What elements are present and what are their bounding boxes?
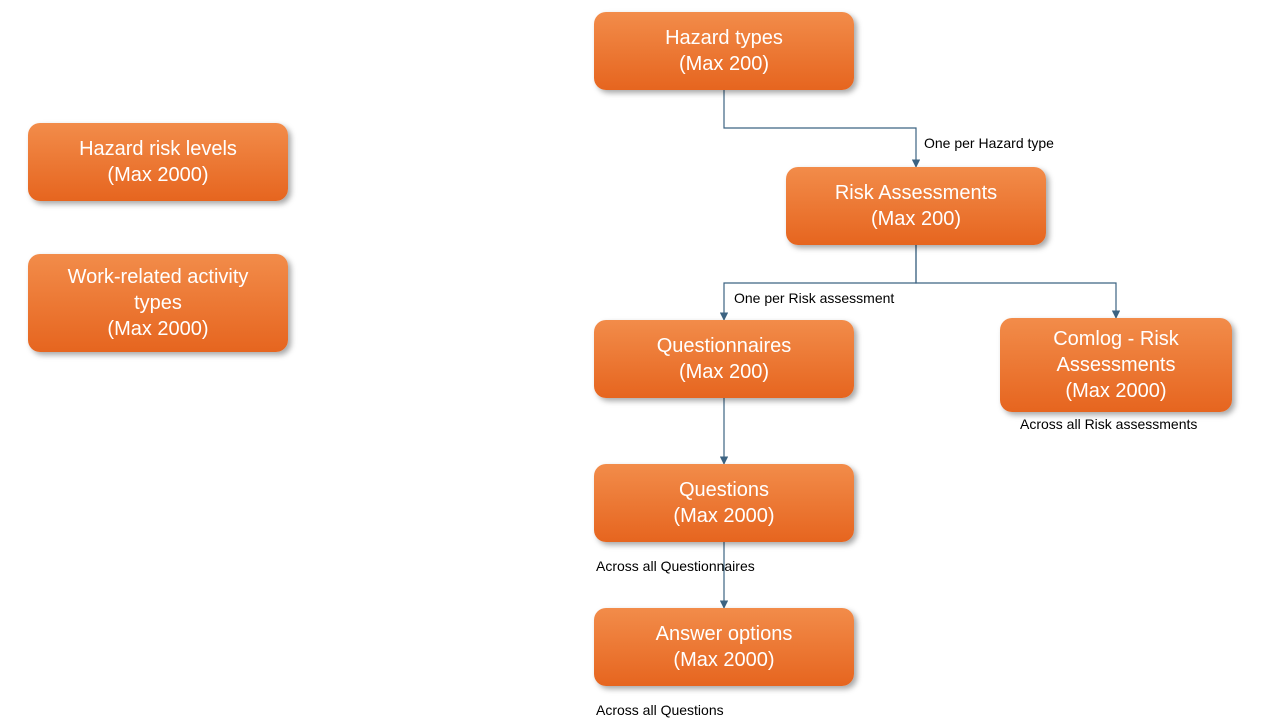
node-answer-options: Answer options (Max 2000) xyxy=(594,608,854,686)
node-sublabel: (Max 2000) xyxy=(673,647,774,673)
node-sublabel: (Max 2000) xyxy=(107,162,208,188)
node-label: Hazard risk levels xyxy=(79,136,237,162)
caption-one-per-hazard: One per Hazard type xyxy=(924,135,1054,151)
caption-across-questions: Across all Questions xyxy=(596,702,724,718)
caption-across-questionnaires: Across all Questionnaires xyxy=(596,558,755,574)
node-label: Comlog - Risk xyxy=(1053,326,1179,352)
node-work-activity-types: Work-related activity types (Max 2000) xyxy=(28,254,288,352)
node-sublabel: (Max 2000) xyxy=(107,316,208,342)
edge-risk_assessments-to-comlog_risk xyxy=(916,245,1116,318)
node-label: Work-related activity xyxy=(68,264,249,290)
node-label: Answer options xyxy=(656,621,793,647)
node-sublabel: (Max 2000) xyxy=(673,503,774,529)
node-hazard-types: Hazard types (Max 200) xyxy=(594,12,854,90)
node-label: Questions xyxy=(679,477,769,503)
node-label-2: types xyxy=(134,290,182,316)
caption-across-risk: Across all Risk assessments xyxy=(1020,416,1197,432)
caption-one-per-risk: One per Risk assessment xyxy=(734,290,894,306)
node-questionnaires: Questionnaires (Max 200) xyxy=(594,320,854,398)
node-sublabel: (Max 2000) xyxy=(1065,378,1166,404)
node-label: Risk Assessments xyxy=(835,180,997,206)
node-sublabel: (Max 200) xyxy=(871,206,961,232)
edge-hazard_types-to-risk_assessments xyxy=(724,90,916,167)
node-questions: Questions (Max 2000) xyxy=(594,464,854,542)
node-label: Hazard types xyxy=(665,25,783,51)
node-sublabel: (Max 200) xyxy=(679,359,769,385)
node-label: Questionnaires xyxy=(657,333,792,359)
node-label-2: Assessments xyxy=(1057,352,1176,378)
edge-risk_assessments-to-questionnaires xyxy=(724,245,916,320)
node-hazard-risk-levels: Hazard risk levels (Max 2000) xyxy=(28,123,288,201)
node-risk-assessments: Risk Assessments (Max 200) xyxy=(786,167,1046,245)
node-sublabel: (Max 200) xyxy=(679,51,769,77)
node-comlog-risk: Comlog - Risk Assessments (Max 2000) xyxy=(1000,318,1232,412)
